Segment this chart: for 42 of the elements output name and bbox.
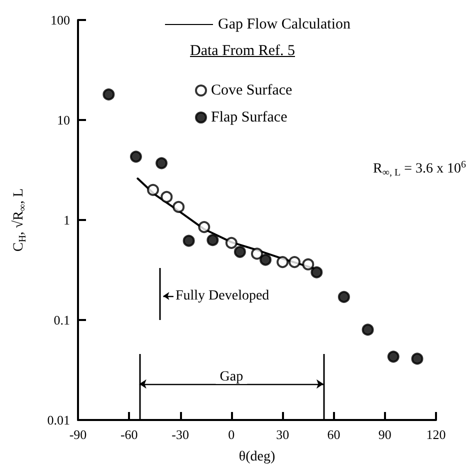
legend-label: Flap Surface [211,110,288,126]
legend-label: Gap Flow Calculation [218,16,351,32]
point [288,256,301,268]
y-axis-title: CH, √R∞, L [10,188,28,252]
point [234,246,246,258]
legend-label: Cove Surface [211,82,293,98]
point [102,88,115,100]
point [156,157,168,170]
point [387,350,400,363]
point [172,200,185,213]
x-tick-label: -60 [120,427,138,442]
point [130,150,142,163]
x-tick-label: 120 [426,427,446,442]
y-tick-label: 0.01 [47,412,70,428]
point [310,266,323,278]
point [160,190,173,203]
point [276,256,289,268]
point [302,258,314,270]
point [206,234,219,246]
point [147,184,160,196]
y-tick-label: 10 [57,112,70,128]
point [362,324,374,336]
point [338,290,350,303]
annotation: Gap [220,370,244,384]
point [251,248,263,260]
x-tick-label: 90 [378,427,392,442]
x-tick-label: 60 [327,427,340,442]
y-tick-label: 1 [64,212,70,228]
y-tick-label: 100 [50,12,70,28]
point [411,352,424,365]
y-tick-label: 0.1 [54,312,70,328]
ref-line-label: Fully Developed [175,288,270,304]
point [182,234,195,247]
x-tick-label: 30 [276,427,290,442]
x-tick-label: 0 [228,427,235,442]
legend-title: Data From Ref. 5 [190,43,295,60]
point [225,236,238,249]
x-tick-label: -90 [69,427,87,442]
point [260,254,272,266]
point [198,221,210,234]
x-axis-title: θ(deg) [238,450,276,464]
x-tick-label: -30 [172,427,189,442]
